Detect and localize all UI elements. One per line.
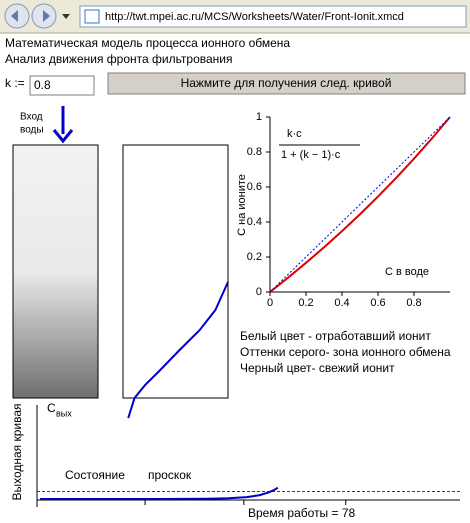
k-label: k := (5, 76, 25, 90)
ion-column (12, 144, 99, 399)
y-tick-label: 0.4 (247, 216, 262, 228)
inlet-arrow-head (52, 129, 74, 144)
forward-icon (43, 10, 50, 22)
k-value: 0.8 (34, 78, 51, 92)
x-axis-label: С в воде (385, 266, 429, 278)
y-tick-label: 1 (256, 111, 262, 123)
history-dropdown[interactable] (62, 14, 70, 19)
formula-denominator: 1 + (k − 1)·c (281, 149, 341, 161)
back-icon (11, 10, 18, 22)
url: http://twt.mpei.ac.ru/MCS/Worksheets/Wat… (105, 11, 404, 23)
y-tick-label: 0 (256, 286, 262, 298)
k-input[interactable] (29, 75, 95, 96)
page-icon (84, 9, 100, 24)
equilibrium-chart: k·c 1 + (k − 1)·c С на ионите С в воде 0… (236, 111, 451, 309)
y-tick-label: 0.2 (247, 251, 262, 263)
legend-line: Оттенки серого- зона ионного обмена (240, 345, 451, 359)
subtitle: Анализ движения фронта фильтрования (5, 52, 232, 66)
y-tick-label: 0.6 (247, 181, 262, 193)
outlet-line (40, 486, 279, 500)
outlet-chart: Выходная кривая C вых Состояние проскок … (10, 401, 460, 520)
annotation: проскок (148, 468, 192, 482)
profile-chart (127, 281, 229, 419)
equilibrium-line (269, 116, 451, 293)
y-axis-label: С на ионите (236, 174, 248, 236)
y-axis-label: Выходная кривая (10, 403, 24, 500)
annotation: Состояние (65, 468, 125, 482)
x-tick-label: 0.4 (334, 297, 349, 309)
next-curve-button[interactable] (107, 72, 466, 95)
profile-box (122, 144, 229, 399)
legend-line: Белый цвет - отработавший ионит (240, 329, 431, 343)
x-tick-label: 0 (267, 297, 273, 309)
x-tick-label: 0.6 (370, 297, 385, 309)
title: Математическая модель процесса ионного о… (5, 36, 290, 50)
x-tick-label: 0.2 (298, 297, 313, 309)
legend-line: Черный цвет- свежий ионит (240, 361, 395, 375)
time-label: Время работы = 78 (248, 506, 356, 520)
c-label: C (47, 401, 56, 415)
x-tick-label: 0.8 (406, 297, 421, 309)
button-label: Нажмите для получения след. кривой (181, 76, 392, 90)
inlet-label: Вход (20, 112, 43, 123)
inlet-label: воды (20, 125, 44, 136)
profile-line (127, 281, 229, 419)
address-bar[interactable] (79, 5, 467, 28)
c-label-sub: вых (56, 408, 72, 418)
formula-numerator: k·c (287, 128, 302, 140)
equilibrium-line (269, 116, 451, 293)
y-tick-label: 0.8 (247, 146, 262, 158)
